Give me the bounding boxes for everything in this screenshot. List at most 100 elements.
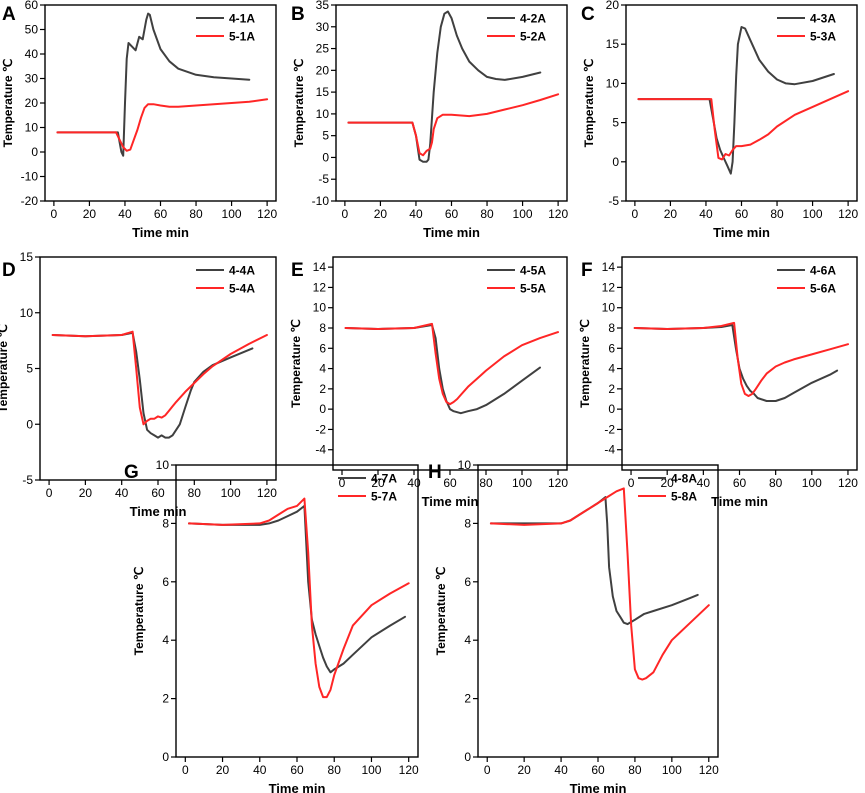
series-line-4-4a — [51, 331, 254, 439]
x-tick-label: 60 — [733, 476, 747, 490]
y-tick-label: 0 — [322, 150, 329, 164]
x-tick-label: 40 — [697, 476, 711, 490]
x-tick-label: 60 — [290, 763, 304, 777]
x-tick-label: 40 — [115, 486, 129, 500]
y-tick-label: -5 — [318, 172, 329, 186]
x-tick-label: 0 — [628, 476, 635, 490]
y-tick-label: 20 — [316, 63, 330, 77]
legend-label: 5-6A — [810, 282, 836, 296]
x-tick-label: 100 — [802, 476, 822, 490]
y-tick-label: 6 — [162, 575, 169, 589]
x-tick-label: 80 — [189, 207, 203, 221]
panel-label: A — [2, 4, 16, 25]
y-tick-label: -10 — [312, 194, 330, 208]
x-tick-label: 0 — [46, 486, 53, 500]
legend-label: 5-8A — [671, 490, 697, 504]
x-tick-label: 120 — [548, 476, 568, 490]
legend-label: 4-5A — [520, 264, 546, 278]
series-line-5-1a — [56, 98, 269, 152]
y-tick-label: 14 — [602, 260, 616, 274]
y-tick-label: 2 — [608, 382, 615, 396]
x-tick-label: 100 — [662, 763, 682, 777]
legend-label: 4-1A — [229, 12, 255, 26]
x-tick-label: 40 — [253, 763, 267, 777]
y-tick-label: 4 — [162, 633, 169, 647]
panel-g: G 0 20 40 60 80 100 120 0 2 4 6 8 10 Time min Temperatu… — [124, 458, 419, 793]
y-axis-label: Temperature ℃ — [132, 567, 146, 656]
legend-label: 4-7A — [371, 472, 397, 486]
x-tick-label: 120 — [838, 476, 858, 490]
y-tick-label: -2 — [315, 422, 326, 436]
x-tick-label: 100 — [361, 763, 381, 777]
x-tick-label: 120 — [838, 207, 858, 221]
panel-f: F 0 20 40 60 80 100 120 -4 -2 0 2 4 6 8 10 12 14 Time min T… — [578, 256, 858, 509]
x-tick-label: 120 — [548, 207, 568, 221]
panel-label: D — [2, 260, 16, 281]
y-tick-label: -20 — [21, 194, 39, 208]
y-tick-label: 15 — [20, 250, 34, 264]
y-tick-label: -4 — [604, 443, 615, 457]
y-tick-label: 12 — [602, 280, 616, 294]
x-tick-label: 120 — [257, 207, 277, 221]
x-axis-label: Time min — [422, 494, 479, 509]
series-line-4-8a — [489, 496, 699, 626]
y-tick-label: 4 — [608, 362, 615, 376]
x-axis-label: Time min — [711, 494, 768, 509]
x-tick-label: 20 — [216, 763, 230, 777]
y-tick-label: 20 — [25, 96, 39, 110]
y-tick-label: 5 — [26, 362, 33, 376]
x-axis-label: Time min — [713, 225, 770, 240]
x-tick-label: 20 — [664, 207, 678, 221]
y-axis-label: Temperature ℃ — [289, 319, 303, 408]
y-tick-label: 25 — [316, 42, 330, 56]
x-tick-label: 80 — [480, 207, 494, 221]
y-tick-label: 8 — [319, 321, 326, 335]
y-tick-label: 30 — [25, 72, 39, 86]
series-line-5-4a — [51, 330, 268, 426]
series-line-4-7a — [188, 504, 406, 674]
y-tick-label: 5 — [322, 129, 329, 143]
series-line-4-2a — [347, 10, 542, 163]
x-tick-label: 100 — [222, 207, 242, 221]
x-tick-label: 100 — [803, 207, 823, 221]
x-tick-label: 40 — [118, 207, 132, 221]
series-line-5-3a — [637, 90, 850, 161]
x-tick-label: 20 — [374, 207, 388, 221]
x-tick-label: 40 — [407, 476, 421, 490]
y-tick-label: 6 — [464, 575, 471, 589]
legend-label: 5-3A — [810, 30, 836, 44]
y-tick-label: 2 — [464, 692, 471, 706]
x-tick-label: 80 — [769, 476, 783, 490]
x-tick-label: 0 — [51, 207, 58, 221]
legend-label: 5-2A — [520, 30, 546, 44]
x-tick-label: 80 — [188, 486, 202, 500]
y-tick-label: -5 — [608, 194, 619, 208]
panel-b: B 0 20 40 60 80 100 120 -10 -5 0 5 10 15 20 25 30 35 Time … — [291, 0, 568, 240]
legend-label: 4-2A — [520, 12, 546, 26]
x-axis-label: Time min — [570, 781, 627, 793]
x-tick-label: 80 — [770, 207, 784, 221]
y-tick-label: 10 — [25, 121, 39, 135]
series-line-4-5a — [344, 324, 541, 415]
legend-label: 4-6A — [810, 264, 836, 278]
y-tick-label: 20 — [606, 0, 620, 12]
legend-label: 5-1A — [229, 30, 255, 44]
y-tick-label: 14 — [313, 260, 327, 274]
x-tick-label: 60 — [445, 207, 459, 221]
x-tick-label: 120 — [399, 763, 419, 777]
y-tick-label: 10 — [313, 301, 327, 315]
series-line-4-3a — [637, 26, 835, 175]
series-line-5-8a — [489, 487, 710, 681]
y-tick-label: -10 — [21, 170, 39, 184]
x-tick-label: 80 — [628, 763, 642, 777]
y-tick-label: 0 — [608, 402, 615, 416]
y-tick-label: 8 — [608, 321, 615, 335]
y-tick-label: 0 — [464, 750, 471, 764]
y-tick-label: 35 — [316, 0, 330, 12]
x-tick-label: 80 — [479, 476, 493, 490]
x-tick-label: 20 — [517, 763, 531, 777]
y-tick-label: 2 — [162, 692, 169, 706]
x-tick-label: 20 — [83, 207, 97, 221]
panel-h: H 0 20 40 60 80 100 120 0 2 4 6 8 10 Time min Temperatu… — [428, 458, 719, 793]
